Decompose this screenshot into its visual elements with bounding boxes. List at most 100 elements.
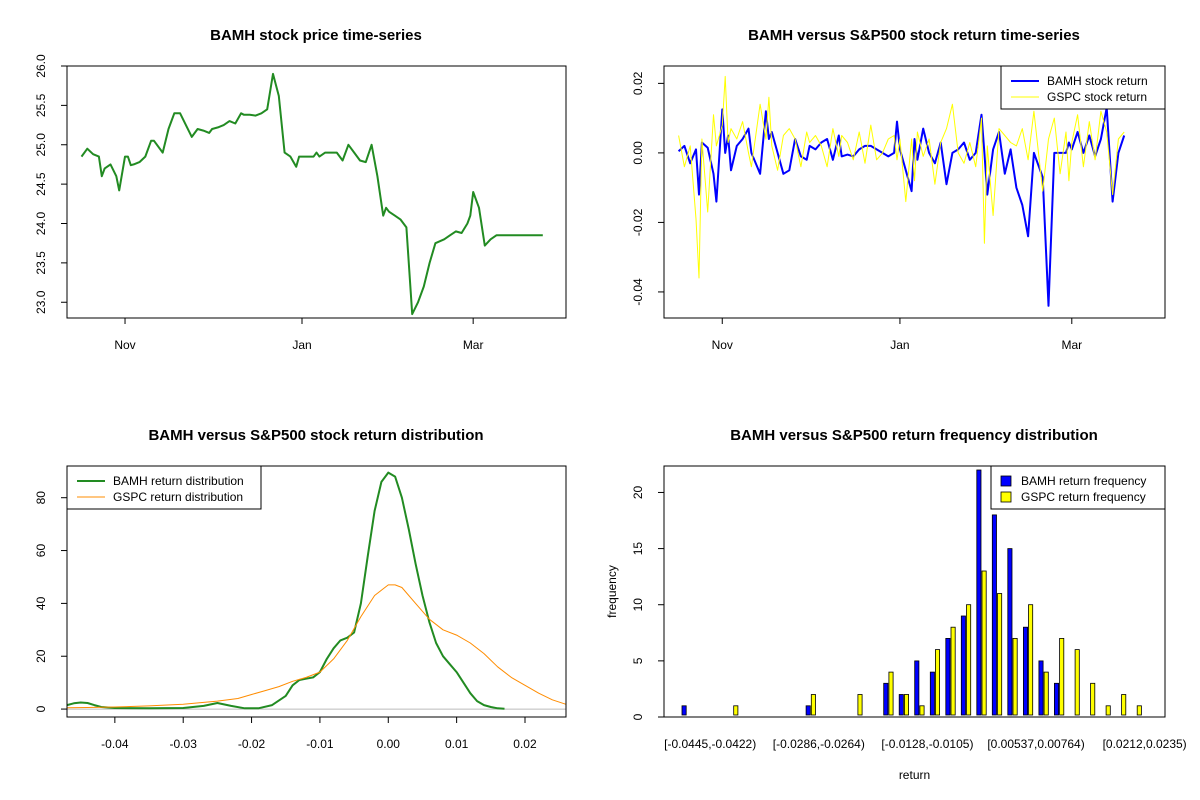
density-x-tick-label: -0.02 [238, 737, 266, 751]
density-y-tick-label: 60 [34, 544, 48, 558]
histogram-bar-bamh [991, 514, 997, 716]
histogram-plot-frame [663, 465, 1166, 718]
histogram-bar-gspc [981, 570, 987, 716]
density-plot-frame [66, 465, 567, 718]
price-y-tick-label: 24.0 [34, 211, 48, 235]
histogram-bar-gspc [1105, 705, 1111, 716]
histogram-bar-bamh [681, 705, 687, 716]
histogram-bar-gspc [904, 694, 910, 716]
price-x-tick-label: Nov [114, 338, 135, 352]
histogram-bar-bamh [1007, 548, 1013, 716]
histogram-x-tick-label: [0.00537,0.00764) [987, 737, 1084, 751]
histogram-x-tick-label: [-0.0128,-0.0105) [881, 737, 973, 751]
histogram-bar-gspc [888, 671, 894, 716]
price-x-tick-label: Mar [463, 338, 484, 352]
density-title: BAMH versus S&P500 stock return distribu… [148, 427, 483, 444]
price-title: BAMH stock price time-series [210, 27, 422, 44]
histogram-bar-bamh [914, 660, 920, 716]
histogram-bar-gspc [1028, 604, 1034, 716]
price-plot-frame [66, 65, 567, 319]
histogram-y-tick-label: 20 [631, 485, 645, 499]
returns-y-tick-label: -0.02 [631, 208, 645, 236]
price-y-tick-label: 25.5 [34, 93, 48, 117]
returns-series-line-1 [677, 106, 1126, 307]
histogram-bar-gspc [935, 649, 941, 716]
density-legend-label-1: BAMH return distribution [113, 474, 244, 488]
density-x-tick-label: -0.03 [170, 737, 198, 751]
histogram-bar-gspc [1059, 638, 1065, 716]
histogram-bar-bamh [1023, 626, 1029, 716]
histogram-bar-bamh [960, 615, 966, 716]
returns-legend-label-2: GSPC stock return [1047, 90, 1147, 104]
price-y-tick-label: 24.5 [34, 172, 48, 196]
histogram-legend-label-2: GSPC return frequency [1021, 490, 1146, 504]
histogram-y-axis-label: frequency [605, 565, 619, 618]
histogram-bar-gspc [1136, 705, 1142, 716]
histogram-bar-gspc [1074, 649, 1080, 716]
returns-plot-frame [663, 65, 1166, 319]
histogram-legend-swatch-1 [1000, 475, 1012, 487]
density-x-tick-label: 0.01 [445, 737, 469, 751]
density-x-tick-label: 0.00 [377, 737, 401, 751]
price-y-tick-label: 23.5 [34, 251, 48, 275]
returns-x-tick-label: Jan [890, 338, 909, 352]
density-series-line-1 [66, 471, 505, 710]
price-y-tick-label: 25.0 [34, 133, 48, 157]
density-x-tick-label: -0.04 [101, 737, 129, 751]
histogram-x-axis-label: return [899, 768, 930, 782]
histogram-x-tick-label: [-0.0445,-0.0422) [664, 737, 756, 751]
histogram-bar-gspc [1090, 682, 1096, 716]
histogram-x-tick-label: [0.0212,0.0235) [1103, 737, 1187, 751]
histogram-bar-bamh [945, 638, 951, 716]
histogram-title: BAMH versus S&P500 return frequency dist… [730, 427, 1098, 444]
density-y-tick-label: 40 [34, 596, 48, 610]
returns-x-tick-label: Nov [712, 338, 733, 352]
histogram-bar-gspc [966, 604, 972, 716]
histogram-y-tick-label: 5 [631, 657, 645, 664]
price-y-tick-label: 23.0 [34, 290, 48, 314]
histogram-bar-gspc [810, 694, 816, 716]
density-y-tick-label: 0 [34, 705, 48, 712]
returns-y-tick-label: -0.04 [631, 278, 645, 306]
price-series-line-1 [80, 72, 543, 316]
returns-y-tick-label: 0.00 [631, 141, 645, 165]
histogram-bar-gspc [733, 705, 739, 716]
histogram-legend-swatch-2 [1000, 491, 1012, 503]
histogram-legend-box [990, 465, 1166, 510]
histogram-bar-bamh [1038, 660, 1044, 716]
histogram-bar-bamh [1054, 682, 1060, 716]
histogram-x-tick-label: [-0.0286,-0.0264) [773, 737, 865, 751]
histogram-y-tick-label: 15 [631, 542, 645, 556]
histogram-bar-bamh [883, 682, 889, 716]
histogram-bar-gspc [950, 626, 956, 716]
density-legend-label-2: GSPC return distribution [113, 490, 243, 504]
density-series-line-2 [66, 584, 567, 709]
histogram-bar-gspc [857, 694, 863, 716]
price-x-tick-label: Jan [292, 338, 311, 352]
returns-legend-label-1: BAMH stock return [1047, 74, 1148, 88]
density-x-tick-label: 0.02 [513, 737, 537, 751]
histogram-y-tick-label: 10 [631, 598, 645, 612]
histogram-bar-gspc [997, 593, 1003, 716]
density-y-tick-label: 20 [34, 649, 48, 663]
density-x-tick-label: -0.01 [306, 737, 334, 751]
histogram-legend-label-1: BAMH return frequency [1021, 474, 1146, 488]
density-legend-box [66, 465, 262, 510]
histogram-bar-bamh [898, 694, 904, 716]
histogram-y-tick-label: 0 [631, 713, 645, 720]
histogram-bar-gspc [1121, 694, 1127, 716]
density-y-tick-label: 80 [34, 491, 48, 505]
histogram-bar-bamh [976, 469, 982, 716]
histogram-bar-bamh [805, 705, 811, 716]
returns-series-line-2 [678, 75, 1125, 279]
returns-title: BAMH versus S&P500 stock return time-ser… [748, 27, 1080, 44]
histogram-bar-gspc [1012, 638, 1018, 716]
returns-y-tick-label: 0.02 [631, 71, 645, 95]
returns-legend-box [1000, 65, 1166, 110]
histogram-bar-gspc [919, 705, 925, 716]
returns-x-tick-label: Mar [1061, 338, 1082, 352]
histogram-bar-gspc [1043, 671, 1049, 716]
histogram-bar-bamh [929, 671, 935, 716]
price-y-tick-label: 26.0 [34, 54, 48, 78]
